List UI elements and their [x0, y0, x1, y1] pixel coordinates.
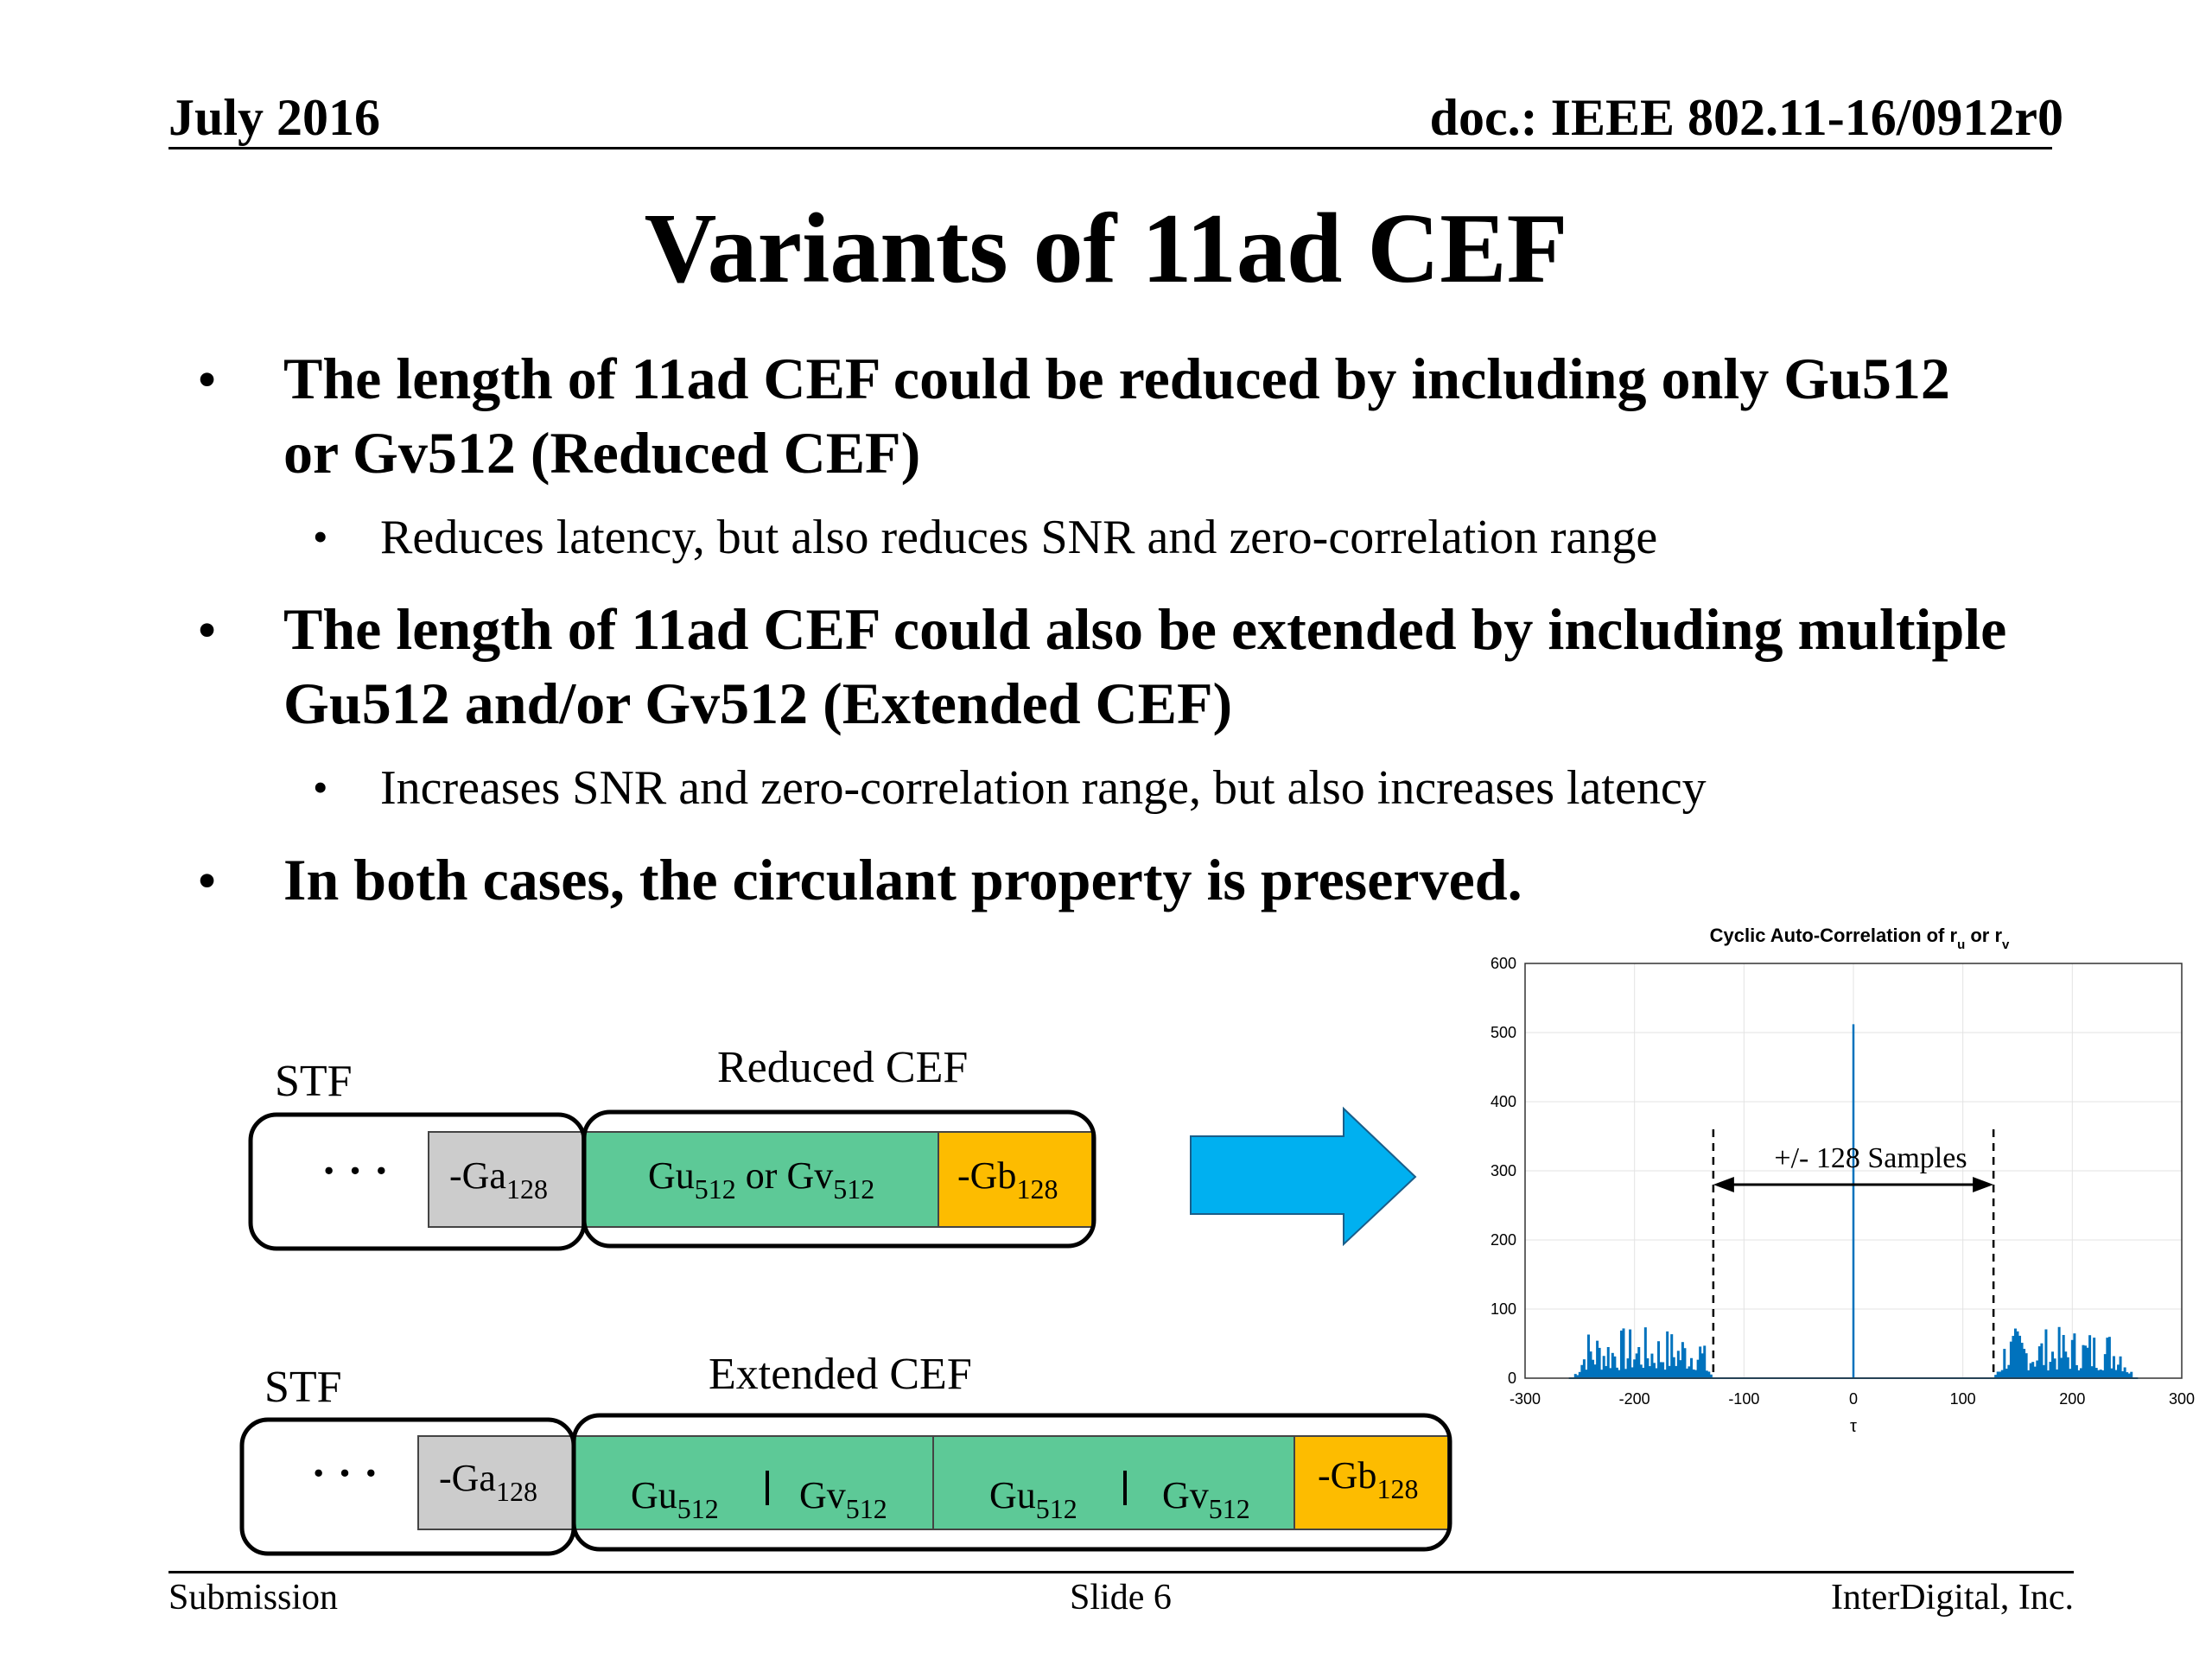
header-date: July 2016 — [168, 89, 381, 146]
extended-ga128-label: -Ga128 — [439, 1457, 537, 1507]
reduced-gb128-block — [938, 1131, 1093, 1228]
x-tick-label: 0 — [1849, 1390, 1858, 1408]
extended-gu-gv-block-2 — [932, 1435, 1295, 1530]
header-rule — [168, 147, 2052, 149]
bullet-2-line1: The length of 11ad CEF could also be ext… — [283, 596, 2007, 662]
extended-cef-label: Extended CEF — [709, 1350, 972, 1399]
x-tick-label: -200 — [1619, 1390, 1650, 1408]
extended-gb128-block — [1294, 1435, 1449, 1530]
autocorrelation-chart: Cyclic Auto-Correlation of ru or rv -300… — [1491, 925, 2195, 1436]
bullet-1-text: The length of 11ad CEF could be reduced … — [283, 341, 2141, 490]
y-tick-label: 300 — [1491, 1162, 1516, 1179]
x-axis-label: τ — [1850, 1417, 1857, 1436]
x-tick-label: 300 — [2169, 1390, 2195, 1408]
extended-cef-bracket — [571, 1413, 1452, 1552]
chart-series — [1568, 1024, 2139, 1379]
reduced-stf-label: STF — [275, 1057, 353, 1106]
chart-ticks: -300 -200 -100 0 100 200 300 0 100 200 300 400 500 60… — [1491, 955, 2195, 1408]
extended-gu-label-1: Gu512 — [631, 1474, 719, 1524]
y-tick-label: 400 — [1491, 1093, 1516, 1110]
sub-bullet-marker: • — [313, 512, 328, 561]
extended-ga128-block — [417, 1435, 575, 1530]
zero-correlation-annotation — [1712, 1129, 1995, 1378]
extended-gu-label-2: Gu512 — [989, 1474, 1077, 1524]
reduced-gu-or-gv-label: Gu512 or Gv512 — [648, 1154, 874, 1205]
slide-title: Variants of 11ad CEF — [644, 194, 1568, 304]
bullet-2-line2: Gu512 and/or Gv512 (Extended CEF) — [283, 671, 1233, 736]
bullet-2-sub: Increases SNR and zero-correlation range… — [380, 761, 1707, 815]
bullet-1-sub: Reduces latency, but also reduces SNR an… — [380, 511, 1658, 564]
header-doc-id: doc.: IEEE 802.11-16/0912r0 — [1429, 89, 2063, 146]
y-tick-label: 100 — [1491, 1300, 1516, 1318]
reduced-cef-bracket — [582, 1109, 1096, 1249]
extended-gu-gv-block-1 — [573, 1435, 934, 1530]
reduced-dots: · · · — [321, 1147, 389, 1196]
bullet-marker: • — [197, 348, 218, 411]
x-tick-label: -300 — [1510, 1390, 1541, 1408]
extended-stf-label: STF — [264, 1363, 342, 1412]
reduced-gu-or-gv-block — [582, 1131, 939, 1228]
footer-company: InterDigital, Inc. — [1830, 1578, 2074, 1618]
footer-slide-number: Slide 6 — [1070, 1578, 1172, 1618]
chart-title: Cyclic Auto-Correlation of ru or rv — [1710, 925, 2010, 952]
x-tick-label: -100 — [1728, 1390, 1759, 1408]
arrow-right-icon — [1973, 1177, 1994, 1192]
reduced-ga128-label: -Ga128 — [449, 1154, 548, 1205]
x-tick-label: 100 — [1950, 1390, 1976, 1408]
annotation-label: +/- 128 Samples — [1774, 1142, 1967, 1174]
y-tick-label: 200 — [1491, 1231, 1516, 1249]
extended-gb128-label: -Gb128 — [1318, 1454, 1418, 1504]
sub-bullet-marker: • — [313, 763, 328, 811]
plot-frame — [1524, 963, 2183, 1379]
bullet-marker: • — [197, 599, 218, 662]
y-tick-label: 600 — [1491, 955, 1516, 972]
arrow-left-icon — [1713, 1177, 1734, 1192]
extended-gv-label-2: Gv512 — [1162, 1474, 1250, 1524]
footer-submission: Submission — [168, 1578, 339, 1618]
reduced-cef-label: Reduced CEF — [717, 1043, 968, 1092]
reduced-ga128-block — [428, 1131, 583, 1228]
x-tick-label: 200 — [2059, 1390, 2085, 1408]
extended-gv-label-1: Gv512 — [799, 1474, 887, 1524]
footer-rule — [168, 1571, 2074, 1573]
bullet-marker: • — [197, 849, 218, 912]
bullet-1-line1: The length of 11ad CEF could be reduced … — [283, 346, 1950, 411]
reduced-gb128-label: -Gb128 — [957, 1154, 1058, 1205]
bullet-2-text: The length of 11ad CEF could also be ext… — [283, 592, 2141, 741]
bullet-1-line2: or Gv512 (Reduced CEF) — [283, 420, 921, 486]
y-tick-label: 500 — [1491, 1024, 1516, 1041]
extended-dots: · · · — [311, 1449, 378, 1498]
y-tick-label: 0 — [1508, 1370, 1516, 1387]
right-arrow-icon — [1190, 1106, 1417, 1247]
bullet-3-text: In both cases, the circulant property is… — [283, 847, 1522, 912]
